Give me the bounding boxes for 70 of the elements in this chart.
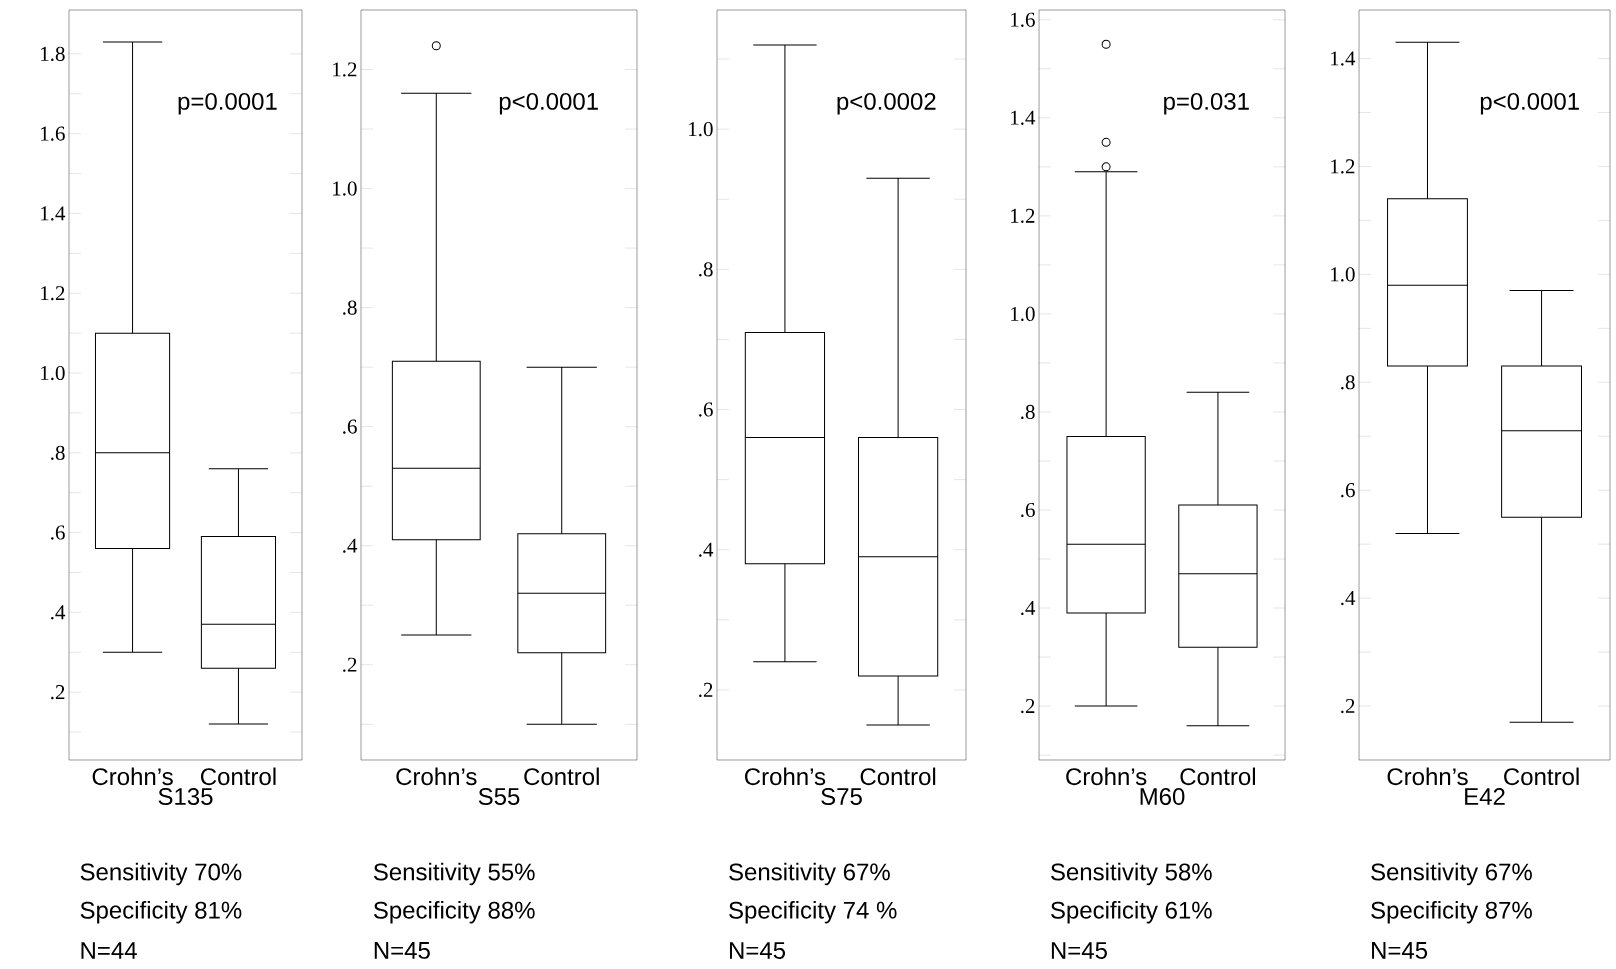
text: N=45 bbox=[1051, 942, 1107, 959]
y-tick-label: 1.4 bbox=[1331, 51, 1356, 66]
text: Specificity 74 % bbox=[729, 901, 897, 924]
y-tick-label: .8 bbox=[1021, 404, 1035, 420]
y-tick-label: .4 bbox=[51, 605, 66, 620]
y-tick-label: 1.6 bbox=[1011, 12, 1035, 27]
x-tick-label: Control bbox=[524, 767, 599, 786]
text: Sensitivity 67% bbox=[729, 862, 890, 886]
y-tick-label: .6 bbox=[1341, 483, 1355, 498]
y-tick-label: 1.0 bbox=[333, 181, 357, 196]
annotation: p<0.0002 bbox=[837, 92, 936, 115]
text: Specificity 87% bbox=[1371, 901, 1532, 924]
annotation: p=0.0001 bbox=[178, 92, 277, 115]
text: N=44 bbox=[81, 942, 137, 959]
y-tick-label: .2 bbox=[1341, 698, 1355, 714]
y-tick-label: .2 bbox=[1021, 698, 1035, 714]
y-tick-label: .8 bbox=[343, 300, 357, 315]
y-tick-label: .4 bbox=[1341, 591, 1356, 606]
text: Specificity 88% bbox=[373, 901, 535, 924]
y-tick-label: .8 bbox=[699, 262, 713, 277]
x-axis-title: E42 bbox=[1465, 788, 1505, 805]
y-tick-label: .4 bbox=[699, 542, 714, 557]
y-tick-label: .8 bbox=[51, 445, 65, 460]
x-tick-label: Crohn’s bbox=[396, 767, 477, 786]
text: Specificity 61% bbox=[1051, 901, 1212, 924]
text: N=45 bbox=[729, 942, 786, 959]
x-tick-label: Control bbox=[1504, 767, 1579, 786]
x-axis-title: S135 bbox=[158, 788, 213, 806]
y-tick-label: .2 bbox=[699, 682, 713, 698]
y-tick-label: .6 bbox=[1021, 502, 1035, 518]
x-tick-label: Crohn’s bbox=[92, 767, 173, 786]
y-tick-label: 1.4 bbox=[41, 206, 66, 221]
x-tick-label: Control bbox=[860, 767, 936, 786]
y-tick-label: 1.8 bbox=[41, 46, 65, 61]
y-tick-label: 1.0 bbox=[41, 365, 65, 381]
y-tick-label: .6 bbox=[343, 419, 357, 434]
x-tick-label: Crohn’s bbox=[1387, 767, 1468, 786]
y-tick-label: 1.0 bbox=[1331, 267, 1355, 282]
y-tick-label: 1.0 bbox=[1011, 306, 1035, 322]
annotation: p<0.0001 bbox=[499, 92, 598, 115]
y-tick-label: .8 bbox=[1341, 375, 1355, 390]
x-axis-title: M60 bbox=[1140, 788, 1185, 806]
y-tick-label: .2 bbox=[51, 685, 65, 700]
text: N=45 bbox=[374, 942, 430, 959]
text: Sensitivity 58% bbox=[1051, 862, 1212, 886]
annotation: p<0.0001 bbox=[1480, 92, 1579, 115]
x-tick-label: Crohn’s bbox=[1066, 767, 1147, 786]
text: Sensitivity 67% bbox=[1371, 862, 1532, 886]
y-tick-label: .4 bbox=[1021, 600, 1036, 616]
y-tick-label: 1.0 bbox=[689, 122, 713, 137]
x-tick-label: Crohn’s bbox=[745, 767, 826, 786]
x-tick-label: Control bbox=[1180, 767, 1255, 786]
y-tick-label: 1.2 bbox=[333, 62, 357, 77]
y-tick-label: .4 bbox=[343, 538, 358, 553]
y-tick-label: .6 bbox=[51, 525, 65, 540]
y-tick-label: 1.2 bbox=[1331, 159, 1355, 174]
text: N=45 bbox=[1372, 942, 1428, 959]
y-tick-label: .6 bbox=[699, 402, 713, 417]
y-tick-label: 1.6 bbox=[41, 126, 65, 141]
x-tick-label: Control bbox=[201, 767, 276, 786]
y-tick-label: 1.2 bbox=[1011, 208, 1035, 223]
annotation: p=0.031 bbox=[1164, 92, 1249, 115]
text: Specificity 81% bbox=[80, 901, 242, 924]
x-axis-title: S55 bbox=[478, 788, 520, 806]
y-tick-label: .2 bbox=[343, 657, 357, 672]
text: Sensitivity 70% bbox=[80, 862, 242, 886]
x-axis-title: S75 bbox=[821, 788, 862, 806]
y-tick-label: 1.2 bbox=[41, 286, 65, 301]
y-tick-label: 1.4 bbox=[1011, 110, 1036, 125]
text: Sensitivity 55% bbox=[373, 862, 535, 886]
